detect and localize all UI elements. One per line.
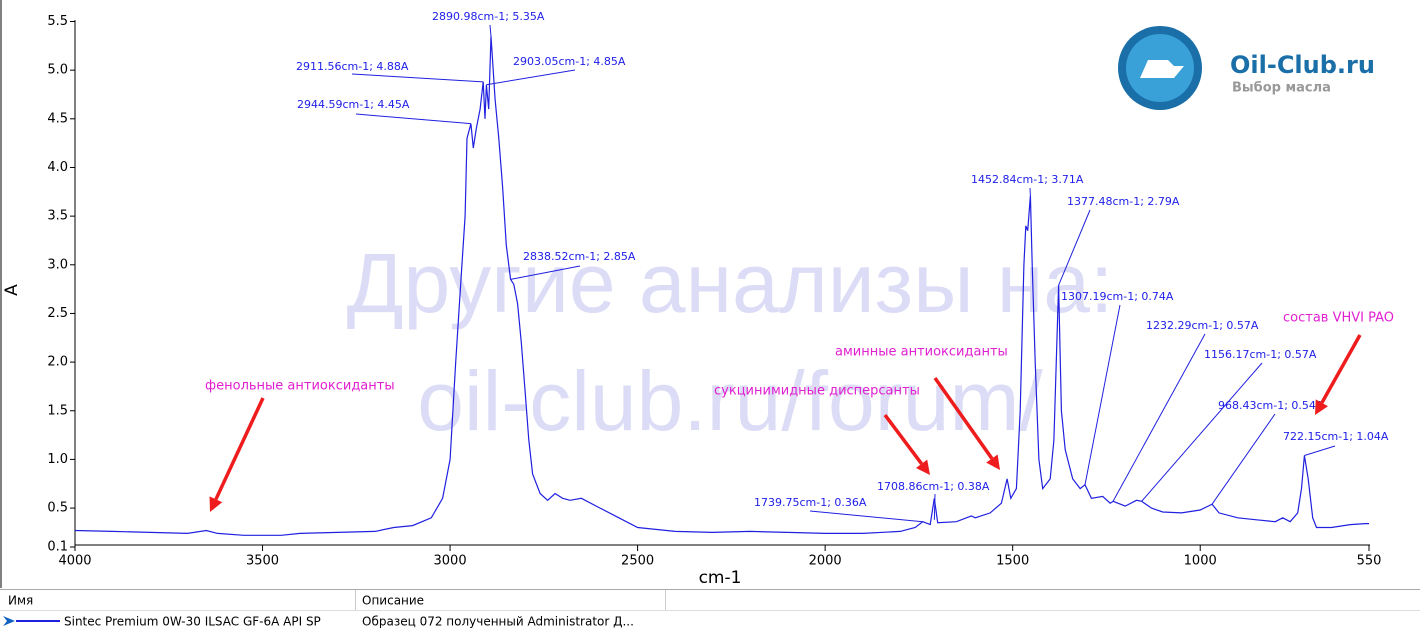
peak-leader xyxy=(352,74,483,82)
x-tick-label: 1500 xyxy=(996,554,1029,569)
peak-leader xyxy=(490,25,491,36)
peak-leader xyxy=(1142,363,1262,501)
y-tick-label: 3.0 xyxy=(47,257,68,272)
peak-leader xyxy=(356,114,471,124)
logo-title: Oil-Club.ru xyxy=(1230,51,1375,79)
peak-label: 1232.29cm-1; 0.57A xyxy=(1146,319,1259,332)
x-tick-label: 1000 xyxy=(1184,554,1217,569)
x-axis-label: cm-1 xyxy=(699,568,742,588)
peak-label: 1156.17cm-1; 0.57A xyxy=(1204,348,1317,361)
peak-label: 2838.52cm-1; 2.85A xyxy=(523,250,636,263)
y-tick-label: 4.0 xyxy=(47,160,68,175)
y-tick-label: 3.5 xyxy=(47,209,68,224)
peak-leader xyxy=(1113,334,1205,501)
peak-label: 722.15cm-1; 1.04A xyxy=(1283,430,1389,443)
peak-label: 1452.84cm-1; 3.71A xyxy=(971,173,1084,186)
logo: Oil-Club.ru Выбор масла xyxy=(1118,26,1375,110)
x-tick-label: 3500 xyxy=(246,554,279,569)
y-tick-label: 2.0 xyxy=(47,355,68,370)
peak-leader xyxy=(1085,305,1120,485)
x-tick-label: 2000 xyxy=(809,554,842,569)
y-tick-label: 0.5 xyxy=(47,501,68,516)
y-axis-label: A xyxy=(2,284,22,296)
y-tick-label: 5.0 xyxy=(47,63,68,78)
note-arrowhead xyxy=(986,455,1000,470)
peak-leader xyxy=(934,494,935,520)
y-tick-label: 0.1 xyxy=(47,540,68,555)
note: состав VHVI PAO xyxy=(1283,311,1394,326)
note: сукцинимидные дисперсанты xyxy=(714,384,920,399)
y-tick-label: 1.0 xyxy=(47,452,68,467)
watermark: Другие анализы на: xyxy=(347,236,1114,330)
note-arrow xyxy=(1322,335,1360,403)
peak-label: 2944.59cm-1; 4.45A xyxy=(297,98,410,111)
peak-label: 1739.75cm-1; 0.36A xyxy=(754,496,867,509)
peak-label: 2903.05cm-1; 4.85A xyxy=(513,55,626,68)
peak-label: 2890.98cm-1; 5.35A xyxy=(432,10,545,23)
y-tick-label: 1.5 xyxy=(47,403,68,418)
peak-label: 1377.48cm-1; 2.79A xyxy=(1067,195,1180,208)
x-tick-label: 550 xyxy=(1357,554,1382,569)
x-tick-label: 2500 xyxy=(621,554,654,569)
peak-label: 968.43cm-1; 0.54A xyxy=(1218,399,1324,412)
note: фенольные антиоксиданты xyxy=(205,379,395,394)
y-tick-label: 2.5 xyxy=(47,306,68,321)
peak-leader xyxy=(486,70,575,85)
peak-label: 2911.56cm-1; 4.88A xyxy=(296,60,409,73)
row-description[interactable]: Образец 072 полученный Administrator Д..… xyxy=(362,615,634,629)
peak-leader xyxy=(1304,446,1335,456)
row-name[interactable]: Sintec Premium 0W-30 ILSAC GF-6A API SP xyxy=(64,615,321,629)
peak-leader xyxy=(1212,414,1275,504)
y-tick-label: 5.5 xyxy=(47,14,68,29)
peak-label: 1307.19cm-1; 0.74A xyxy=(1061,290,1174,303)
y-tick-label: 4.5 xyxy=(47,111,68,126)
column-header[interactable]: Имя xyxy=(8,594,33,608)
x-tick-label: 3000 xyxy=(434,554,467,569)
x-tick-label: 4000 xyxy=(58,554,91,569)
peak-label: 1708.86cm-1; 0.38A xyxy=(877,480,990,493)
logo-subtitle: Выбор масла xyxy=(1232,81,1331,96)
column-header[interactable]: Описание xyxy=(362,594,424,608)
note-arrow xyxy=(216,398,263,499)
note: аминные антиоксиданты xyxy=(835,345,1008,360)
peak-leader xyxy=(810,511,923,522)
